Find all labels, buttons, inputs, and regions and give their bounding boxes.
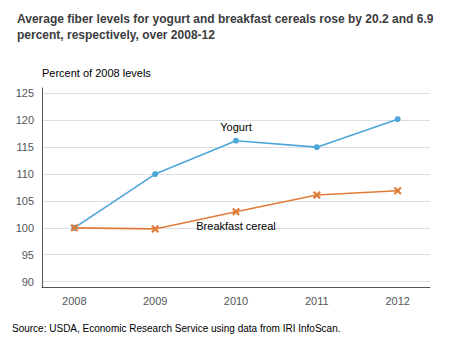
svg-text:Source: USDA, Economic Researc: Source: USDA, Economic Research Service … [12,323,340,334]
svg-text:2011: 2011 [305,295,329,307]
svg-text:2008: 2008 [62,295,86,307]
svg-text:Average fiber levels for yogur: Average fiber levels for yogurt and brea… [17,12,437,26]
svg-text:120: 120 [16,114,34,126]
svg-text:2010: 2010 [224,295,248,307]
svg-text:Yogurt: Yogurt [220,121,251,133]
svg-text:percent, respectively, over 20: percent, respectively, over 2008-12 [17,28,215,42]
svg-text:105: 105 [16,195,34,207]
svg-text:95: 95 [22,249,34,261]
svg-text:115: 115 [16,141,34,153]
svg-text:90: 90 [22,276,34,288]
svg-text:110: 110 [16,168,34,180]
svg-text:Percent of 2008 levels: Percent of 2008 levels [42,67,151,79]
svg-text:100: 100 [16,222,34,234]
svg-text:2012: 2012 [385,295,409,307]
svg-text:2009: 2009 [143,295,167,307]
svg-text:125: 125 [16,87,34,99]
svg-text:Breakfast cereal: Breakfast cereal [196,220,275,232]
